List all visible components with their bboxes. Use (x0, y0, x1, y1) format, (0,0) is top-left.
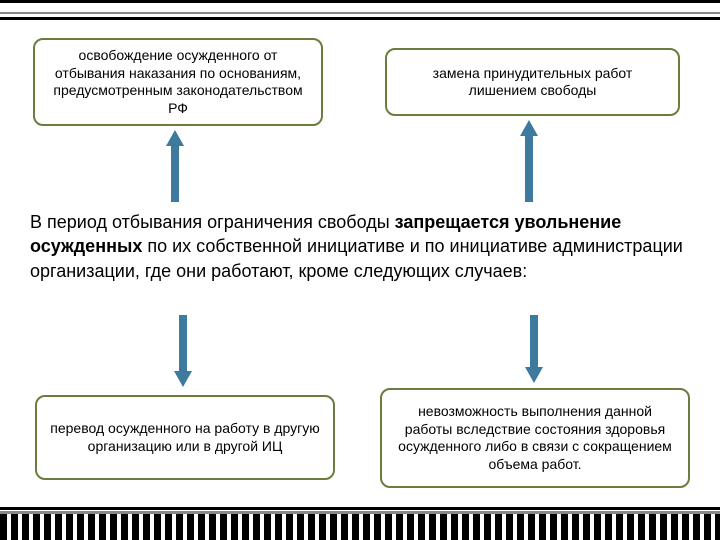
arrow-up-left (166, 130, 184, 202)
header-rules (0, 0, 720, 28)
header-gray-line (0, 12, 720, 14)
arrow-shaft (171, 144, 179, 202)
box-replace-work: замена принудительных работ лишением сво… (385, 48, 680, 116)
box-transfer-convict: перевод осужденного на работу в другую о… (35, 395, 335, 480)
arrow-down-right (525, 315, 543, 383)
box-text: освобождение осужденного от отбывания на… (47, 47, 309, 117)
box-text: замена принудительных работ лишением сво… (399, 65, 666, 100)
arrow-shaft (530, 315, 538, 369)
box-text: невозможность выполнения данной работы в… (394, 403, 676, 473)
footer-black-line (0, 507, 720, 510)
footer-stripes (0, 514, 720, 540)
arrow-shaft (525, 134, 533, 202)
box-release-convict: освобождение осужденного от отбывания на… (33, 38, 323, 126)
box-health-impossible: невозможность выполнения данной работы в… (380, 388, 690, 488)
arrow-up-right (520, 120, 538, 202)
arrow-head-icon (174, 371, 192, 387)
box-text: перевод осужденного на работу в другую о… (49, 420, 321, 455)
center-text-part1: В период отбывания ограничения свободы (30, 212, 395, 232)
arrow-shaft (179, 315, 187, 373)
arrow-down-left (174, 315, 192, 387)
header-black-line (0, 17, 720, 20)
arrow-head-icon (525, 367, 543, 383)
center-paragraph: В период отбывания ограничения свободы з… (30, 210, 690, 283)
